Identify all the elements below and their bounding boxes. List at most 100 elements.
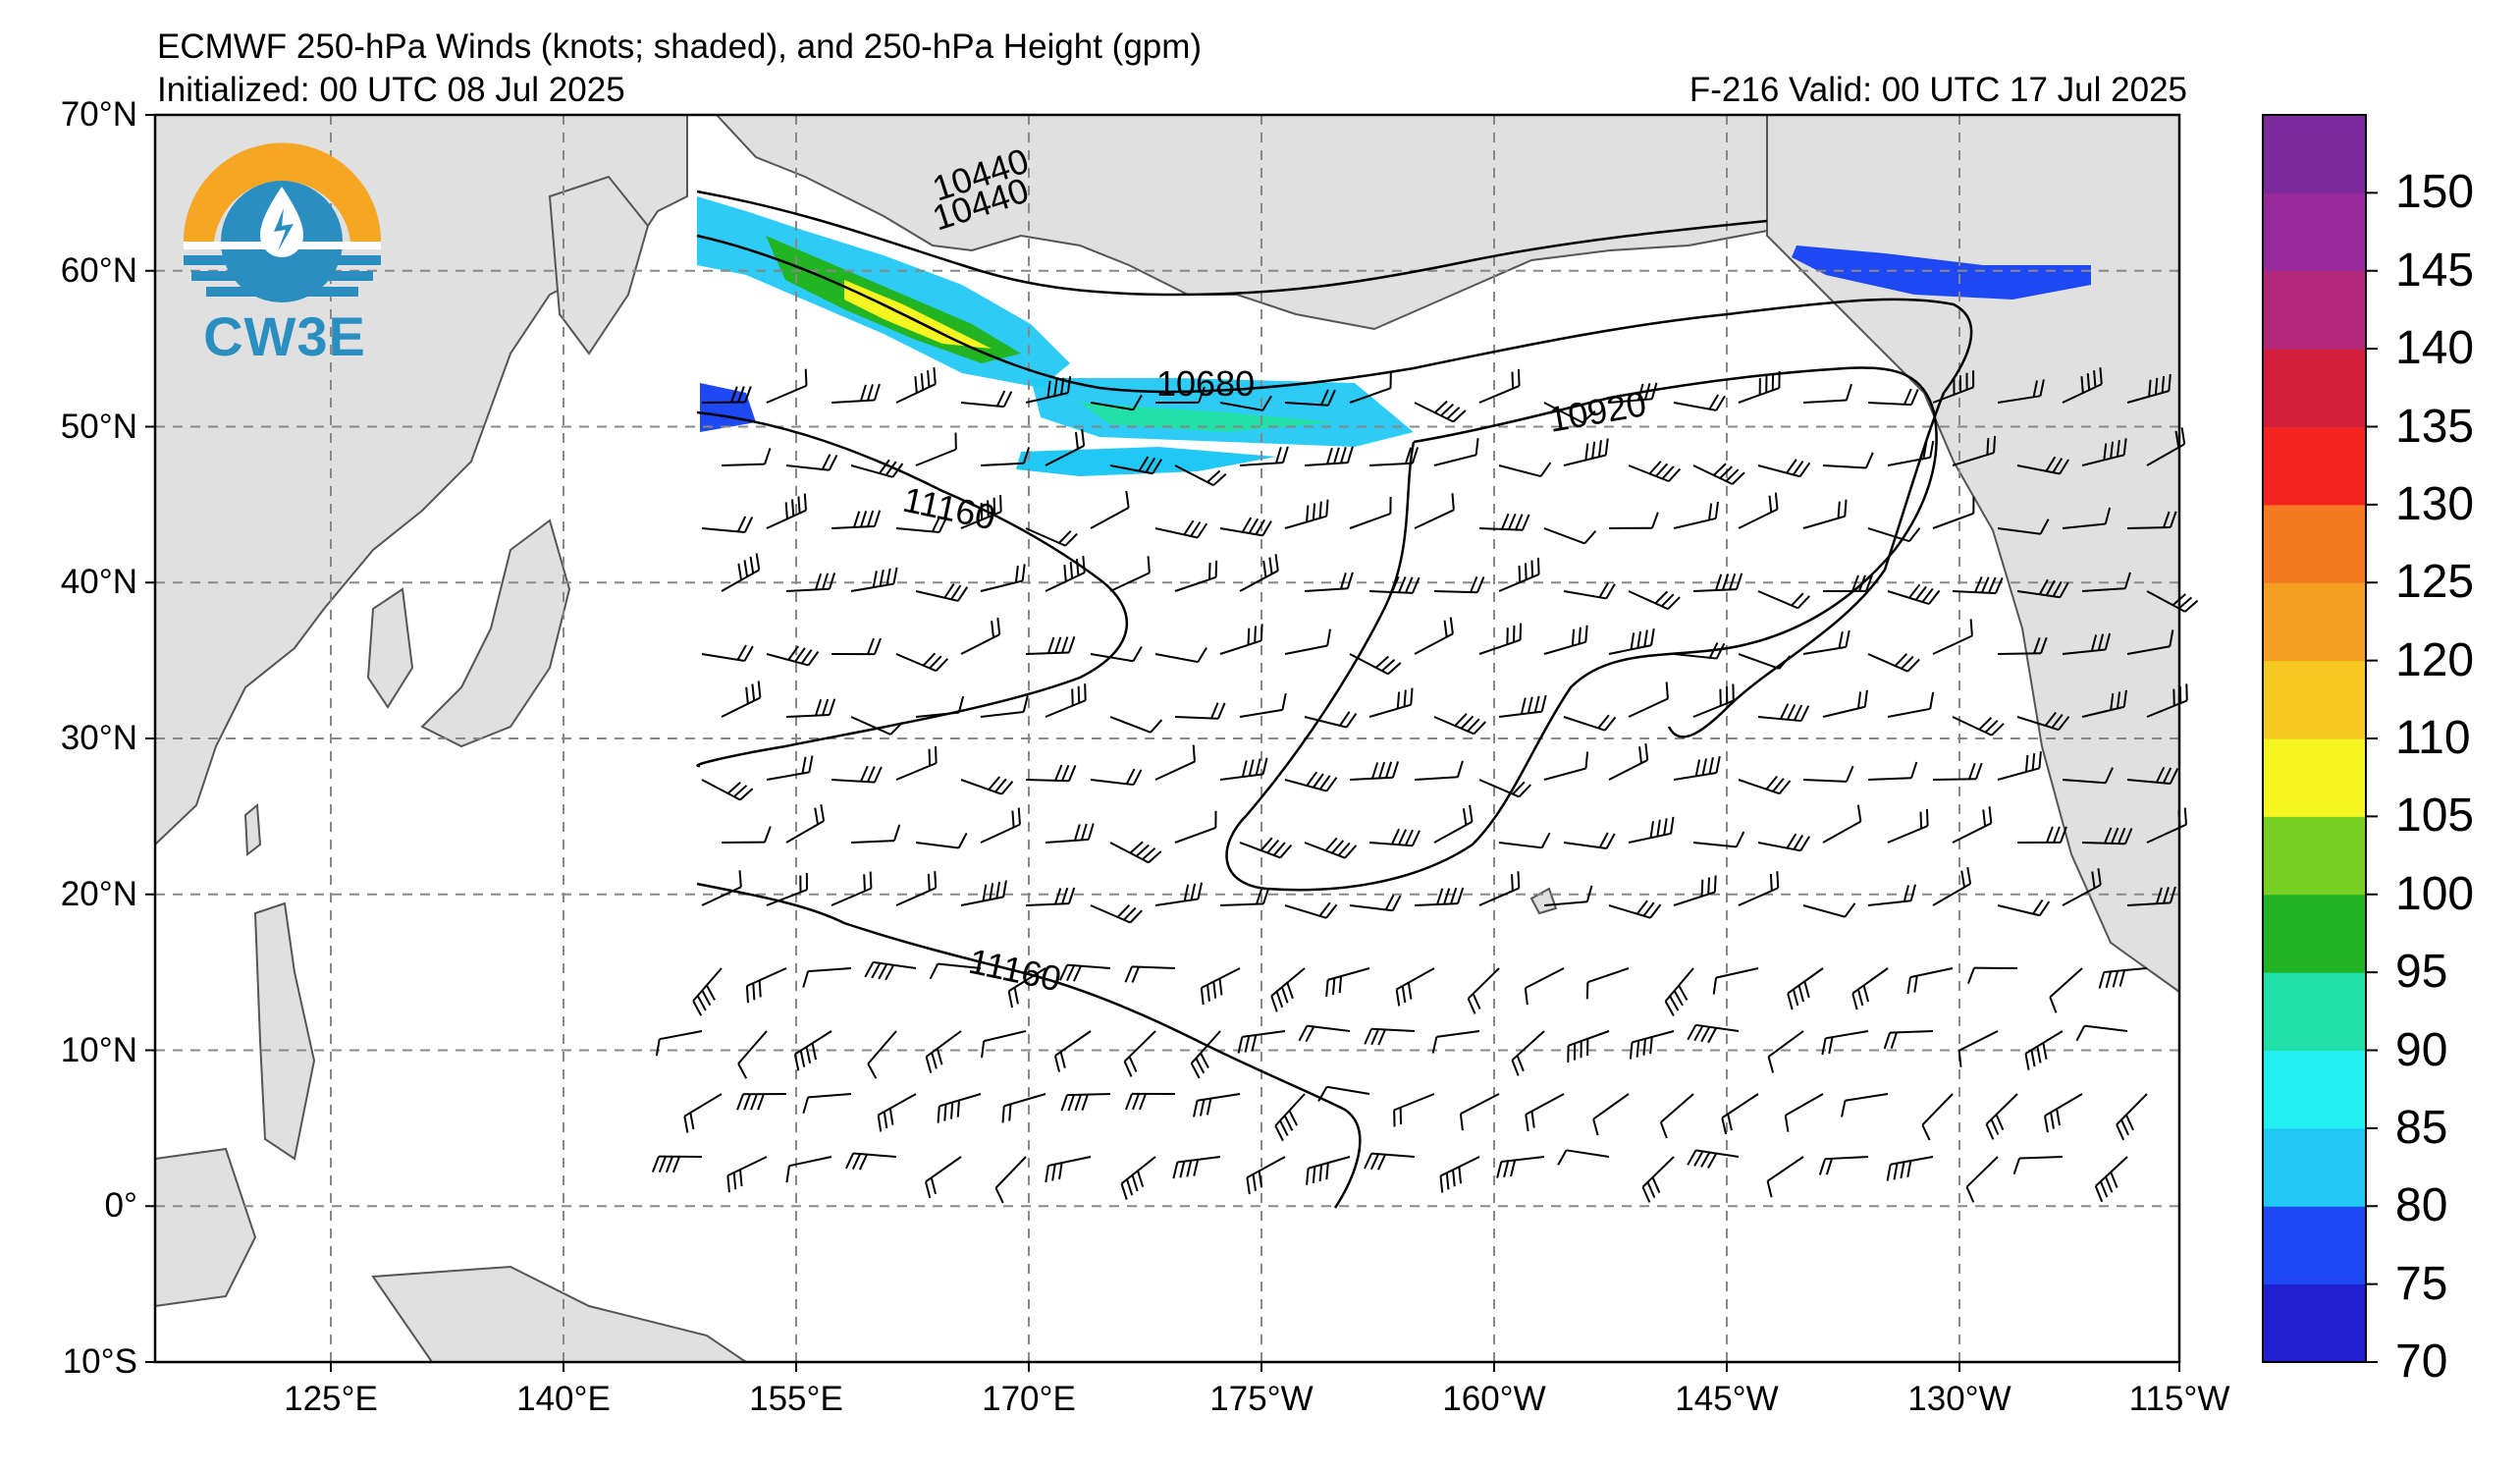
kamchatka (548, 175, 650, 355)
wind-barb (2016, 578, 2069, 599)
wind-barb (831, 637, 882, 656)
wind-barb (1478, 779, 1531, 798)
wind-barb (850, 824, 901, 844)
wind-barb (1997, 636, 2048, 655)
wind-barb (766, 368, 808, 404)
wind-barb (850, 716, 903, 736)
wind-barb (1692, 831, 1745, 848)
wind-barb (1090, 768, 1143, 787)
wind-barb (895, 871, 938, 906)
lon-label: 145°W (1675, 1380, 1779, 1418)
wind-barb (1952, 575, 2004, 595)
wind-barb (1567, 1030, 1610, 1063)
height-contours (696, 190, 1973, 1209)
colorbar-swatch (2263, 1206, 2366, 1285)
wind-barb (655, 1030, 703, 1057)
wind-barb (1325, 967, 1370, 997)
wind-barb (1431, 1030, 1480, 1054)
colorbar-swatch (2263, 115, 2366, 193)
wind-barb (2075, 1024, 2128, 1042)
lat-lon-grid (155, 115, 2179, 1362)
wind-barb (1459, 1093, 1500, 1131)
wind-barb (2016, 711, 2070, 732)
wind-barb (1349, 894, 1402, 912)
wind-barb (1364, 1027, 1416, 1046)
wind-barb (1592, 1093, 1630, 1136)
wind-barb (1628, 816, 1675, 844)
wind-barb (2062, 868, 2102, 906)
wind-barb (980, 695, 1029, 718)
wind-barb (1932, 762, 1983, 781)
wind-barb (1090, 490, 1130, 529)
wind-barb (1952, 806, 1993, 844)
colorbar-label: 70 (2395, 1336, 2448, 1388)
wind-barb (721, 448, 772, 466)
wind-barb (925, 1030, 962, 1073)
wind-barb (766, 645, 820, 667)
wind-barb (1608, 742, 1649, 781)
wind-barb (1368, 828, 1421, 847)
wind-barb (1932, 370, 1975, 404)
contour-10920 (696, 410, 1129, 768)
colorbar-swatch (2263, 1127, 2366, 1207)
wind-barb (1172, 1156, 1221, 1179)
wind-barb (1298, 1024, 1351, 1043)
colorbar-swatch (2263, 738, 2366, 817)
colorbar-swatch (2263, 349, 2366, 427)
wind-barb (1867, 761, 1918, 781)
wind-barb (895, 746, 938, 781)
contour-11160 (696, 882, 1362, 1209)
wind-barb (831, 765, 883, 784)
wind-barb (1692, 683, 1735, 718)
wind-barb (1237, 1030, 1286, 1054)
colorbar-label: 120 (2395, 633, 2475, 686)
wind-barb (1757, 459, 1811, 478)
wind-barb (1887, 691, 1935, 718)
wind-barb (1154, 882, 1204, 906)
wind-barb (1433, 713, 1486, 736)
wind-barb (1239, 446, 1289, 466)
wind-barb (960, 495, 1002, 529)
wind-barb (1045, 1156, 1092, 1183)
wind-barb (1802, 765, 1854, 783)
colorbar-label: 75 (2395, 1257, 2448, 1310)
wind-barb (980, 564, 1026, 592)
wind-barb (1025, 887, 1076, 906)
wind-barb (1174, 810, 1217, 844)
wind-barb (1109, 556, 1151, 592)
wind-barb (1641, 1156, 1675, 1203)
contour-10920-east (1225, 366, 1938, 892)
wind-barb (1822, 804, 1862, 844)
wind-barb (766, 873, 809, 906)
wind-barb (1120, 1156, 1156, 1200)
jet-stream-shading (697, 196, 2091, 476)
wind-barb (1687, 1023, 1740, 1044)
wind-barb (2024, 1030, 2064, 1070)
wind-barb (1608, 900, 1662, 919)
wind-barb (1867, 884, 1916, 906)
wind-barb (1524, 967, 1565, 1006)
wind-barb (1060, 1093, 1111, 1112)
wind-barb (2126, 766, 2179, 785)
wind-barb (1966, 966, 2018, 984)
wind-barb (1721, 1093, 1759, 1135)
wind-barb (692, 967, 723, 1016)
wind-barb (1246, 1156, 1286, 1195)
lon-label: 155°E (749, 1380, 843, 1418)
wind-barb (1364, 1152, 1416, 1171)
wind-barb (1932, 866, 1972, 906)
wind-barb (1608, 512, 1659, 529)
wind-barb (1628, 590, 1681, 611)
wind-barb (1784, 1093, 1824, 1132)
wind-barb (2044, 1093, 2083, 1133)
wind-barb (1219, 757, 1268, 781)
wind-barb (1766, 1156, 1804, 1198)
lat-label: 60°N (60, 250, 137, 290)
wind-barb (877, 1093, 917, 1132)
wind-barb (1822, 689, 1868, 718)
wind-barb (1802, 499, 1848, 529)
wind-barb (2098, 967, 2148, 989)
wind-barb (1498, 557, 1540, 592)
lat-label: 70°N (60, 95, 137, 134)
lon-label: 160°W (1442, 1380, 1546, 1418)
